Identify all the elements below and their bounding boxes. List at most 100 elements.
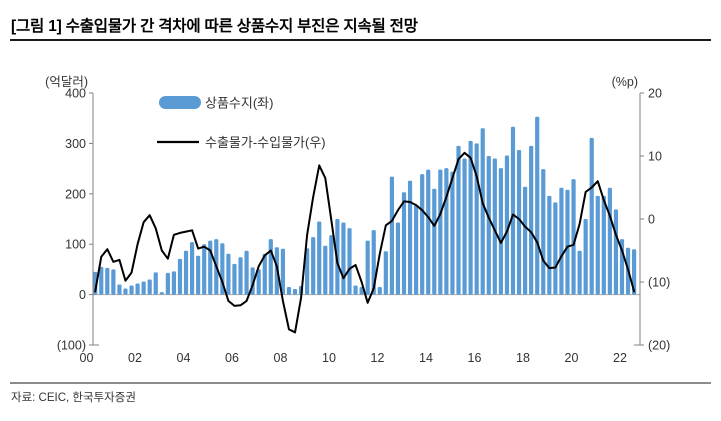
x-axis-tick-label: 02 xyxy=(128,351,142,365)
bar xyxy=(631,249,637,295)
bar xyxy=(262,253,267,295)
x-axis-tick-label: 08 xyxy=(274,351,288,365)
bar xyxy=(189,242,195,295)
bar xyxy=(559,187,564,295)
right-axis-tick-label: 10 xyxy=(648,150,662,164)
bar xyxy=(183,250,189,295)
legend-bar-swatch xyxy=(159,96,201,109)
bar xyxy=(547,195,552,295)
bar xyxy=(492,158,497,295)
bar xyxy=(341,222,346,295)
bar xyxy=(571,179,576,295)
right-axis-unit: (%p) xyxy=(612,75,638,89)
right-axis-tick-label: 0 xyxy=(648,213,655,227)
bar xyxy=(347,228,352,295)
right-axis-tick-label: 20 xyxy=(648,87,662,101)
x-axis-tick-label: 18 xyxy=(516,351,530,365)
x-axis-tick-label: 20 xyxy=(565,351,579,365)
bar xyxy=(577,250,582,295)
left-axis-tick-label: (100) xyxy=(57,339,86,353)
bar xyxy=(323,245,328,295)
left-axis-tick-label: 0 xyxy=(79,288,86,302)
bar xyxy=(202,244,207,295)
title-divider xyxy=(10,39,711,41)
bar xyxy=(329,235,334,295)
bar xyxy=(510,126,516,295)
bar xyxy=(238,257,243,295)
figure-title: [그림 1] 수출입물가 간 격차에 따른 상품수지 부진은 지속될 전망 xyxy=(11,18,418,35)
bar xyxy=(565,189,570,295)
right-axis-tick-label: (10) xyxy=(648,276,670,290)
legend-line-label: 수출물가-수입물가(우) xyxy=(205,135,326,150)
bar xyxy=(498,168,503,295)
bar xyxy=(383,251,388,295)
bar xyxy=(165,272,170,295)
bar xyxy=(432,188,437,295)
trend-line xyxy=(94,151,636,334)
x-axis-tick-label: 14 xyxy=(419,351,433,365)
bar xyxy=(268,239,273,295)
bar xyxy=(450,171,455,295)
bar xyxy=(280,248,286,295)
bar xyxy=(583,219,588,295)
x-axis-tick-label: 16 xyxy=(468,351,482,365)
bar xyxy=(523,186,528,295)
legend-bar-label: 상품수지(좌) xyxy=(205,96,273,111)
x-axis-tick-label: 00 xyxy=(80,351,94,365)
bar xyxy=(456,145,461,295)
left-axis-tick-label: 400 xyxy=(65,87,86,101)
bar xyxy=(286,287,292,295)
bar xyxy=(377,287,382,295)
bar xyxy=(468,140,473,295)
bar xyxy=(129,285,134,295)
bar xyxy=(535,116,540,295)
x-axis-tick-label: 22 xyxy=(613,351,627,365)
bar xyxy=(123,288,128,295)
left-axis-tick-label: 100 xyxy=(65,238,86,252)
bar xyxy=(541,169,546,295)
bar xyxy=(117,284,122,295)
bar xyxy=(171,271,177,295)
bar xyxy=(395,222,401,295)
bar xyxy=(311,237,316,295)
bar xyxy=(414,205,419,295)
bar xyxy=(589,137,594,295)
bar xyxy=(607,187,612,295)
bar xyxy=(317,221,322,295)
x-axis-tick-label: 06 xyxy=(225,351,239,365)
left-axis-tick-label: 300 xyxy=(65,137,86,151)
bar xyxy=(601,195,606,295)
bar xyxy=(516,149,522,295)
bar xyxy=(135,283,140,295)
left-axis-unit: (억달러) xyxy=(45,75,88,89)
bar xyxy=(353,285,358,295)
bar xyxy=(444,168,449,295)
bar xyxy=(244,250,249,295)
x-axis-tick-label: 04 xyxy=(177,351,191,365)
bar xyxy=(438,169,443,295)
bar xyxy=(474,143,479,295)
bar xyxy=(389,176,394,295)
bar xyxy=(480,128,485,295)
x-axis-tick-label: 12 xyxy=(371,351,385,365)
bar xyxy=(426,169,431,295)
bar xyxy=(486,156,491,295)
bar xyxy=(153,272,158,295)
bar xyxy=(147,279,152,295)
source-note: 자료: CEIC, 한국투자증권 xyxy=(11,392,136,404)
bar xyxy=(292,289,298,295)
bar xyxy=(111,269,116,295)
bar xyxy=(504,155,510,295)
bar xyxy=(553,202,558,295)
bar xyxy=(462,158,467,295)
bar xyxy=(595,195,600,295)
bar xyxy=(105,267,110,295)
bar xyxy=(256,269,261,295)
x-axis-tick-label: 10 xyxy=(322,351,336,365)
bar xyxy=(613,209,619,295)
left-axis-tick-label: 200 xyxy=(65,187,86,201)
bar xyxy=(159,292,164,295)
bar xyxy=(305,248,310,295)
